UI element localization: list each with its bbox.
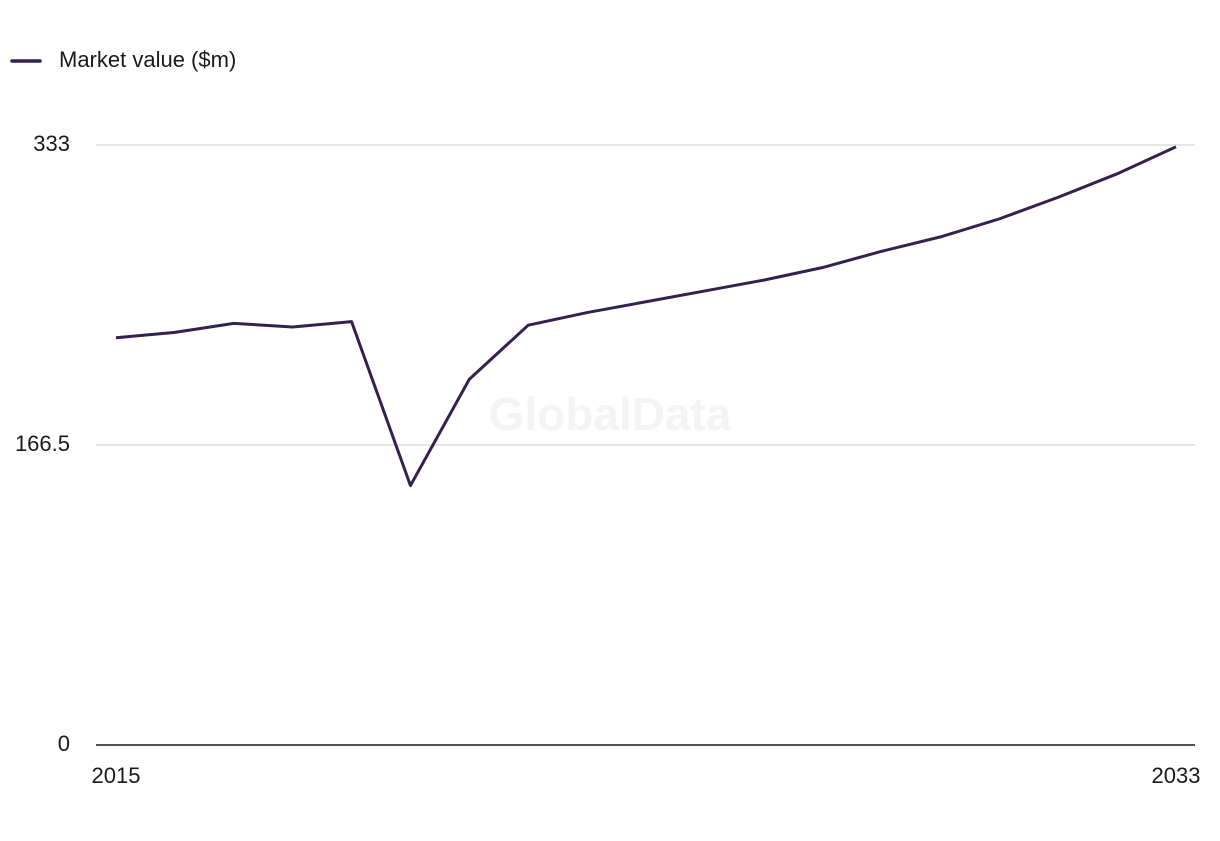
x-tick-label: 2015 <box>92 763 141 788</box>
watermark: GlobalData <box>489 388 732 440</box>
y-tick-label: 0 <box>58 731 70 756</box>
legend-label: Market value ($m) <box>59 47 236 72</box>
line-series <box>115 145 1177 488</box>
x-tick-label: 2033 <box>1152 763 1201 788</box>
y-tick-label: 166.5 <box>15 431 70 456</box>
y-tick-label: 333 <box>33 131 70 156</box>
